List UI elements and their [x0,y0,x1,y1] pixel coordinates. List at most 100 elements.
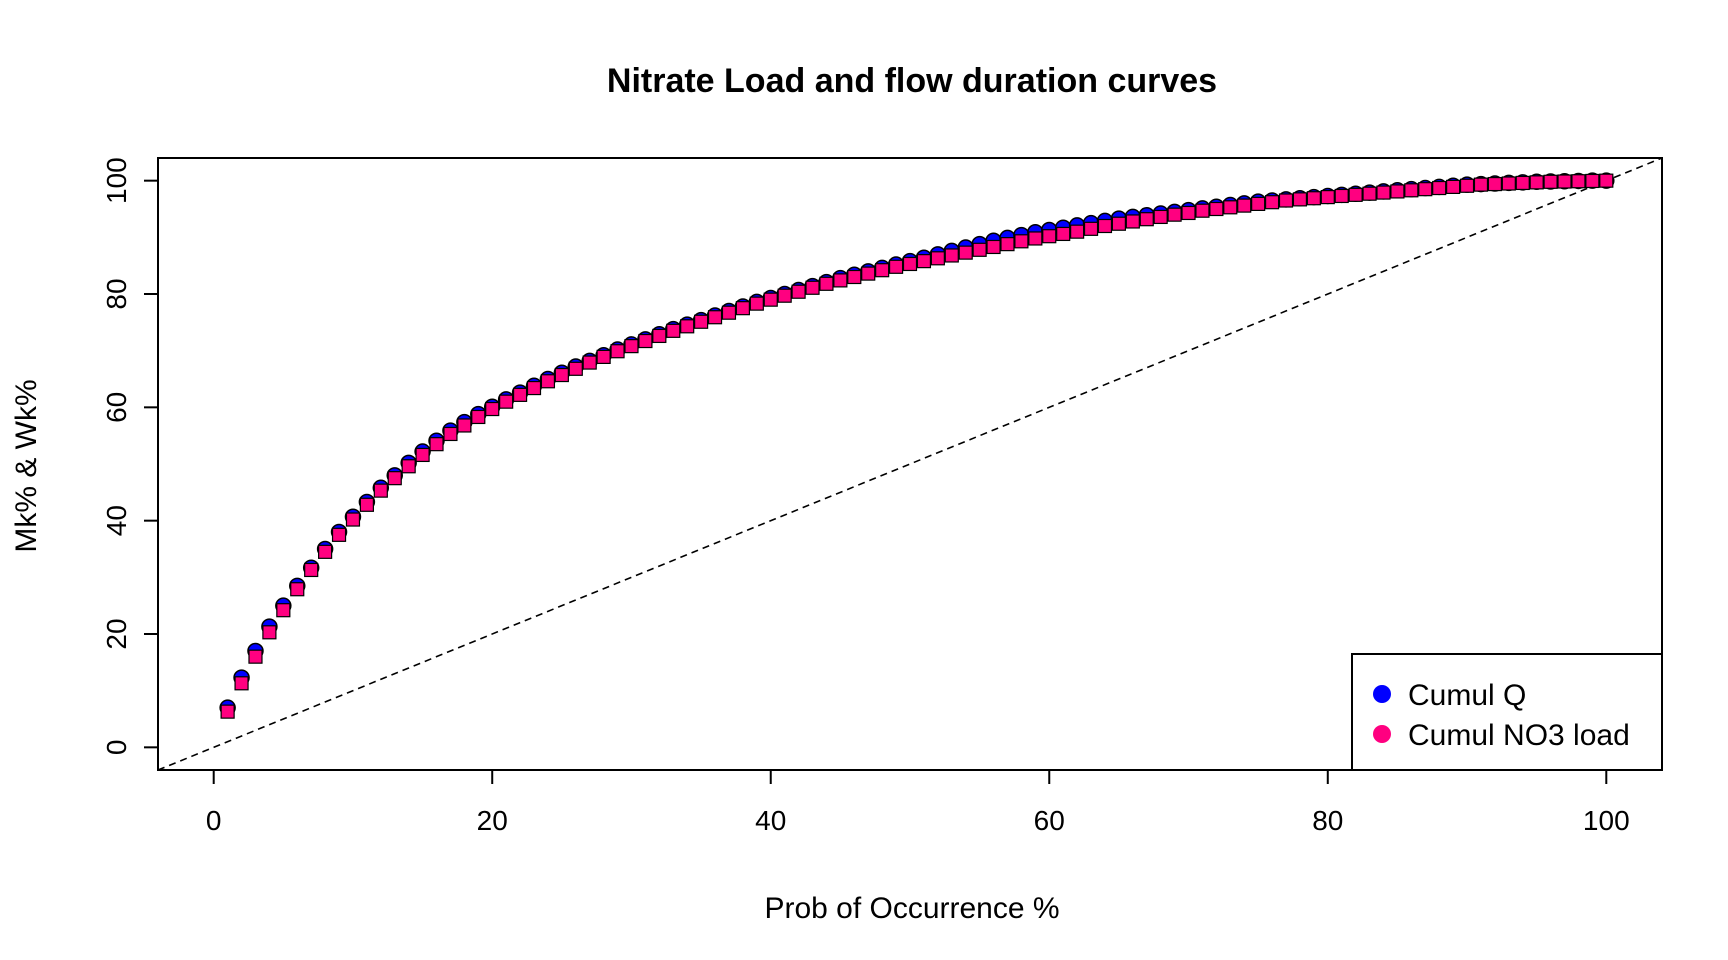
cumul-no3-load-point [986,239,1001,255]
cumul-no3-load-point [1557,174,1572,189]
cumul-no3-load-point [471,409,486,425]
cumul-no3-load-point [1125,214,1140,229]
cumul-no3-load-point [262,625,277,640]
cumul-no3-load-point [318,544,333,559]
series-cumul-no3-load [220,173,1614,719]
cumul-no3-load-point [1042,229,1057,244]
cumul-no3-load-point [429,437,444,452]
cumul-no3-load-point [1278,193,1294,208]
cumul-no3-load-point [833,273,848,288]
cumul-no3-load-point [652,328,667,344]
cumul-no3-load-point [1195,203,1210,218]
cumul-no3-load-point [805,280,820,295]
cumul-no3-load-point [1000,237,1015,252]
cumul-no3-load-point [1432,180,1447,196]
cumul-no3-load-point [1167,207,1182,222]
cumul-no3-load-point [1334,188,1349,204]
legend: Cumul Q Cumul NO3 load [1351,653,1663,771]
y-tick-label: 80 [101,278,132,309]
y-tick-label: 100 [101,157,132,204]
cumul-no3-load-point [373,483,388,498]
legend-label-cumul-q: Cumul Q [1408,679,1526,712]
cumul-no3-load-point [902,256,918,272]
x-tick-label: 80 [1312,805,1343,836]
cumul-no3-load-point [1543,174,1558,189]
x-tick-label: 100 [1583,805,1630,836]
cumul-no3-load-point [930,251,945,266]
cumul-no3-load-point [819,276,834,291]
y-tick-label: 60 [101,392,132,423]
legend-marker-cumul-q [1373,685,1391,703]
cumul-no3-load-point [1571,174,1586,189]
cumul-no3-load-point [485,401,500,417]
cumul-no3-load-point [499,394,514,409]
cumul-no3-load-point [596,349,611,364]
cumul-no3-load-point [1223,200,1238,215]
cumul-no3-load-point [847,269,862,285]
cumul-no3-load-point [735,301,750,316]
y-tick-label: 0 [101,740,132,756]
cumul-no3-load-point [526,380,542,396]
cumul-no3-load-point [304,562,319,578]
cumul-no3-load-point [1070,224,1085,239]
cumul-no3-load-point [568,361,583,376]
cumul-no3-load-point [415,447,430,463]
cumul-no3-load-point [1292,192,1308,207]
legend-marker-cumul-no3-load [1373,725,1391,743]
cumul-no3-load-point [290,582,305,597]
cumul-no3-load-point [1599,173,1614,188]
cumul-no3-load-point [582,355,597,370]
x-axis-label: Prob of Occurrence % [764,892,1059,925]
legend-box [1351,653,1663,771]
cumul-no3-load-point [1014,234,1029,249]
cumul-no3-load-point [1056,226,1071,242]
cumul-no3-load-point [1251,196,1266,211]
y-tick-label: 20 [101,618,132,649]
cumul-no3-load-point [638,333,653,349]
cumul-no3-load-point [680,319,695,334]
cumul-no3-load-point [1487,176,1502,192]
cumul-no3-load-point [276,603,291,618]
cumul-no3-load-point [791,284,806,299]
cumul-no3-load-point [1153,209,1168,225]
cumul-no3-load-point [916,254,932,269]
cumul-no3-load-point [1376,185,1391,200]
x-tick-label: 40 [755,805,786,836]
cumul-no3-load-point [1111,216,1126,231]
cumul-no3-load-point [972,242,987,257]
cumul-no3-load-point [1404,183,1419,198]
cumul-no3-load-point [457,418,472,433]
x-axis: 0 20 40 60 80 100 [206,769,1630,836]
cumul-no3-load-point [554,367,569,383]
y-axis: 0 20 40 60 80 100 [101,157,159,756]
cumul-no3-load-point [1139,212,1154,227]
cumul-no3-load-point [958,245,973,260]
cumul-no3-load-point [512,387,528,402]
cumul-no3-load-point [610,344,625,359]
cumul-no3-load-point [1028,231,1043,246]
cumul-no3-load-point [1348,187,1363,202]
cumul-no3-load-point [387,471,402,486]
cumul-no3-load-point [888,259,904,274]
cumul-no3-load-point [1237,198,1252,213]
cumul-no3-load-point [443,426,458,442]
legend-label-cumul-no3-load: Cumul NO3 load [1408,719,1630,752]
cumul-no3-load-point [1181,205,1196,221]
chart-title: Nitrate Load and flow duration curves [607,62,1217,100]
x-tick-label: 0 [206,805,222,836]
cumul-no3-load-point [763,292,778,307]
cumul-no3-load-point [707,310,723,325]
plot-frame [157,157,1663,771]
cumul-no3-load-point [1585,173,1600,189]
cumul-no3-load-point [721,305,737,320]
cumul-no3-load-point [1362,186,1377,201]
cumul-no3-load-point [666,323,681,338]
cumul-no3-load-point [1264,195,1280,210]
cumul-no3-load-point [1083,221,1099,236]
cumul-no3-load-point [1320,190,1335,205]
y-axis-label: Mk% & Wk% [10,379,43,552]
cumul-no3-load-point [749,296,764,311]
cumul-no3-load-point [777,288,792,303]
x-tick-label: 20 [477,805,508,836]
x-tick-label: 60 [1034,805,1065,836]
